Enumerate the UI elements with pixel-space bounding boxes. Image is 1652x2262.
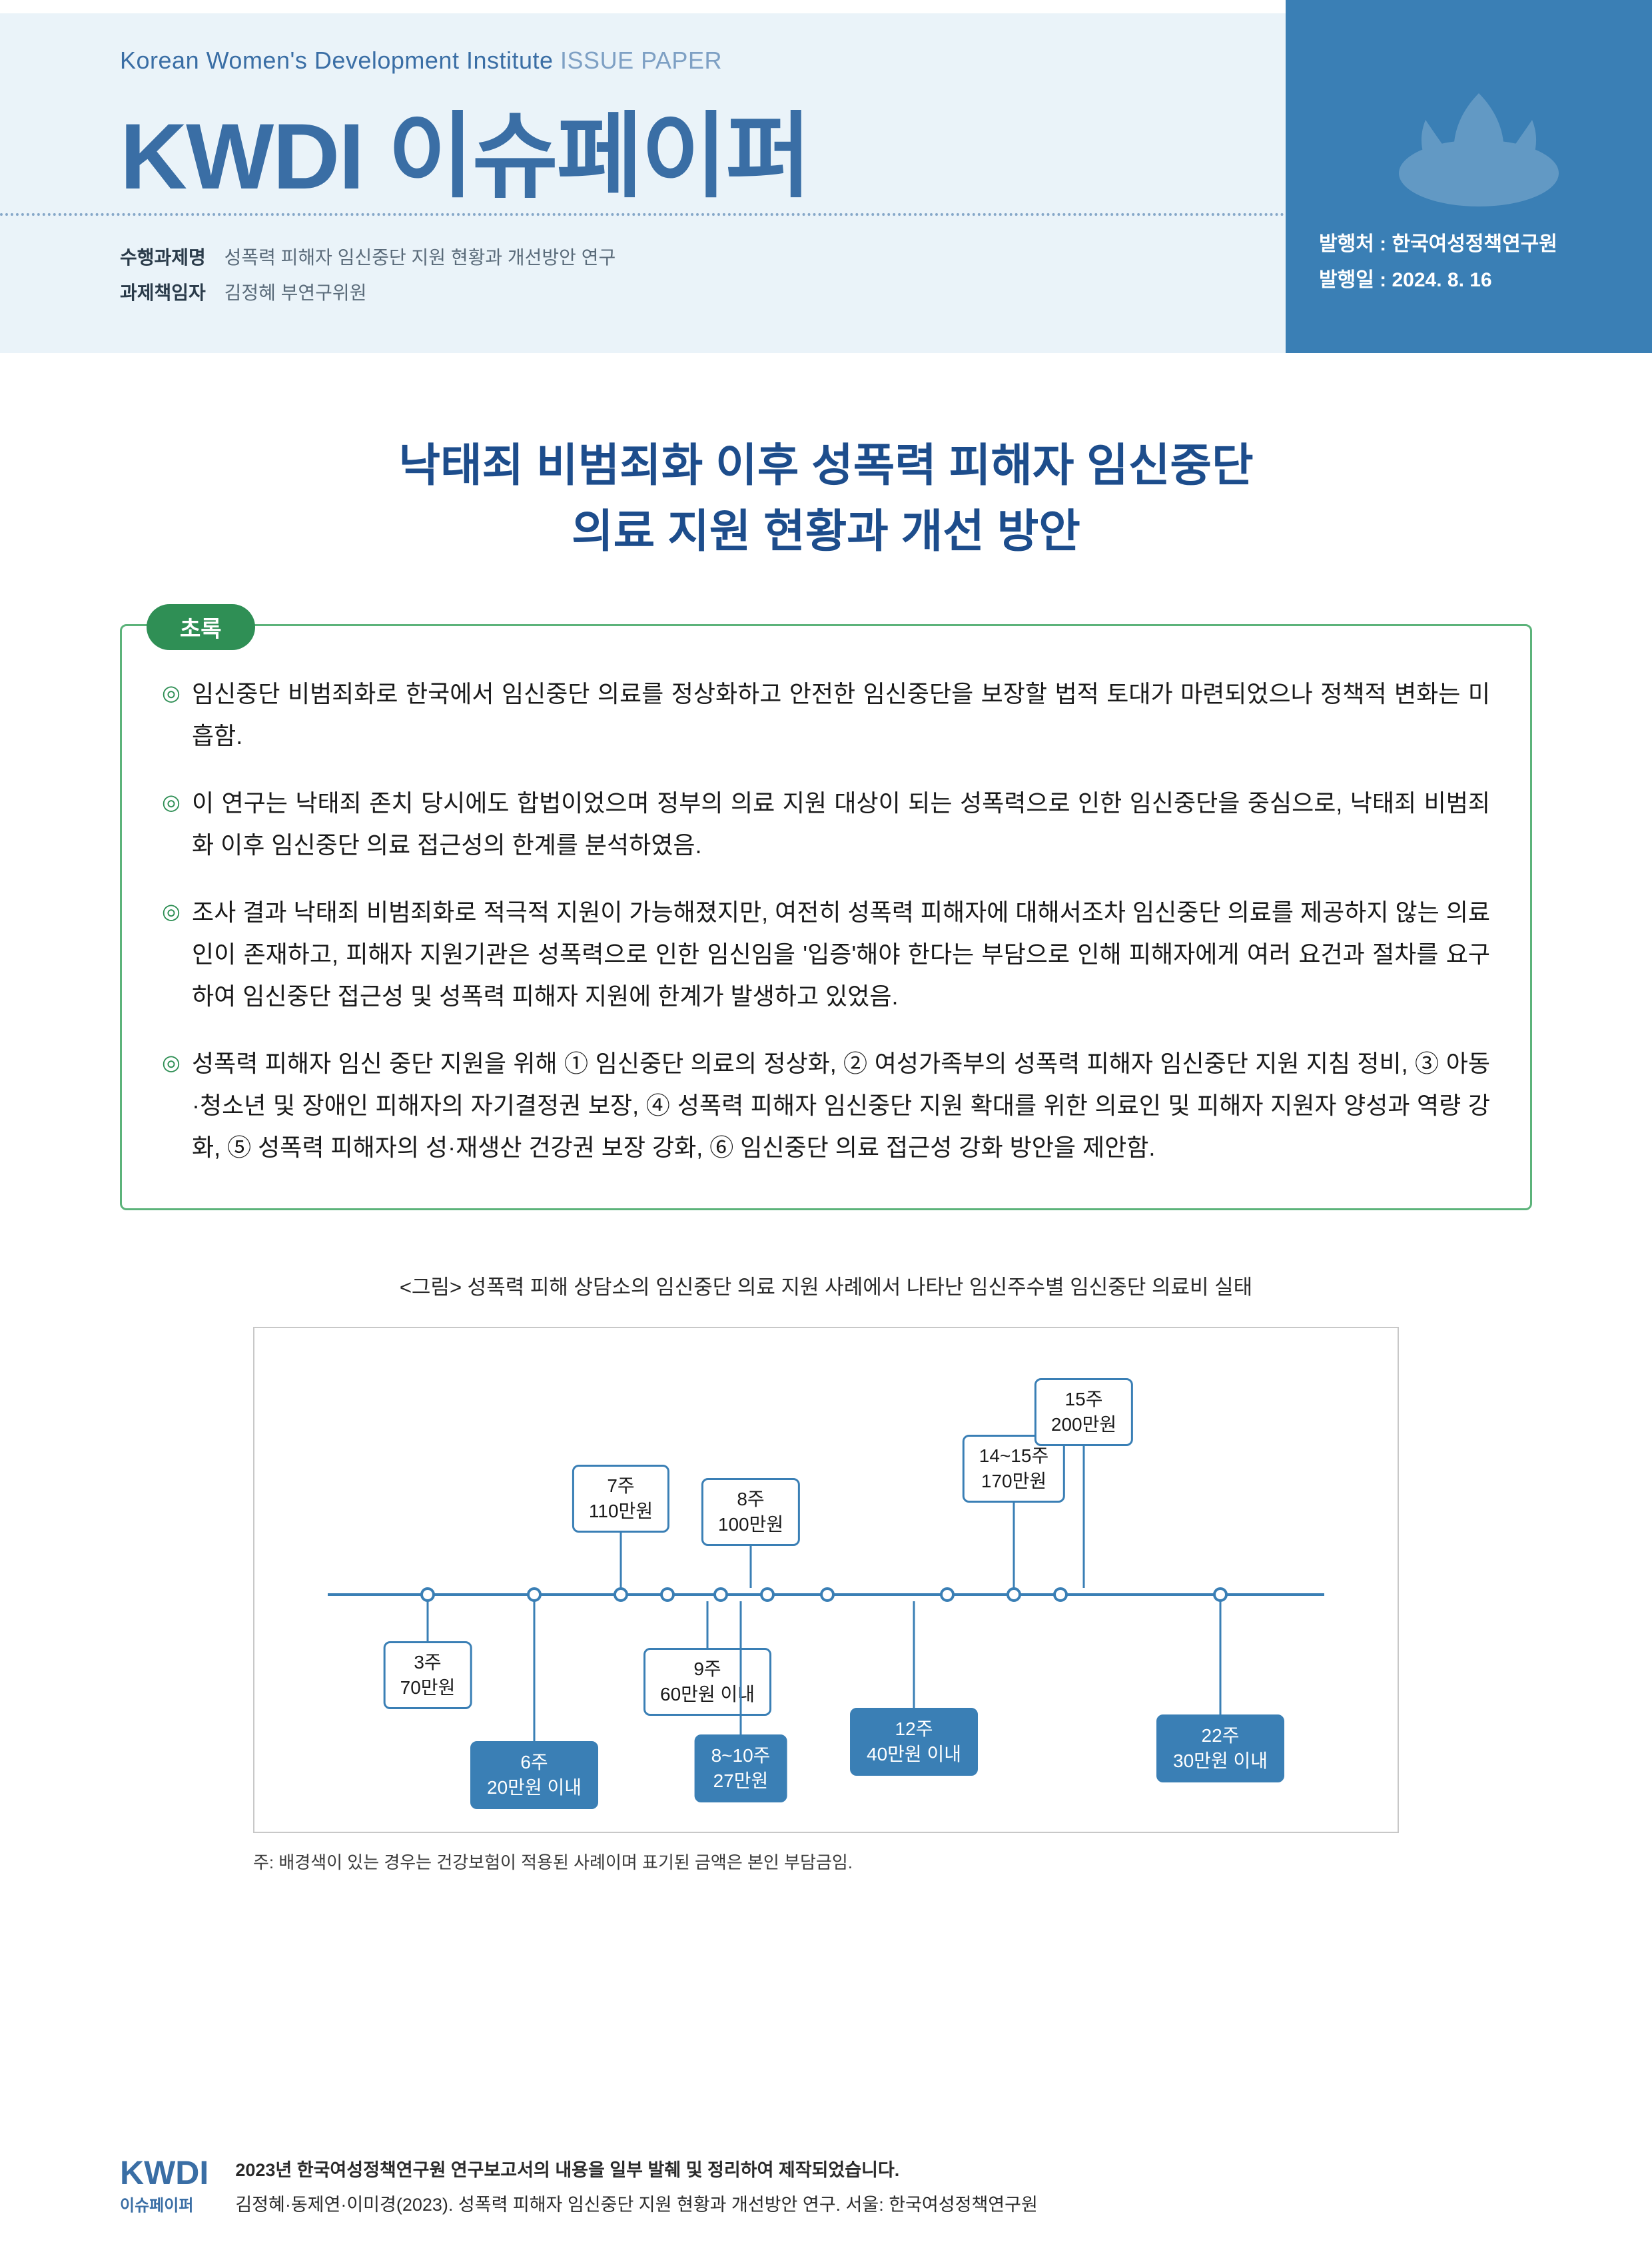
abstract-item: 조사 결과 낙태죄 비범죄화로 적극적 지원이 가능해졌지만, 여전히 성폭력 … <box>162 891 1490 1017</box>
chart-point <box>660 1587 675 1602</box>
project-row: 수행과제명 성폭력 피해자 임신중단 지원 현황과 개선방안 연구 <box>120 240 616 275</box>
eng-subtitle-bold: Korean Women's Development Institute <box>120 47 554 74</box>
chart-leader <box>913 1601 915 1708</box>
manager-row: 과제책임자 김정혜 부연구위원 <box>120 275 616 310</box>
chart-label-line1: 8~10주 <box>711 1743 771 1768</box>
publisher-label: 발행처 : <box>1319 233 1386 255</box>
pubdate-label: 발행일 : <box>1319 269 1386 291</box>
manager-value: 김정혜 부연구위원 <box>224 282 367 303</box>
chart-point <box>820 1587 835 1602</box>
title-line1: 낙태죄 비범죄화 이후 성폭력 피해자 임신중단 <box>398 440 1253 491</box>
abstract-item: 성폭력 피해자 임신 중단 지원을 위해 ① 임신중단 의료의 정상화, ② 여… <box>162 1042 1490 1168</box>
project-value: 성폭력 피해자 임신중단 지원 현황과 개선방안 연구 <box>224 247 616 268</box>
chart-label-line2: 170만원 <box>979 1469 1048 1494</box>
chart-label-line2: 110만원 <box>589 1499 653 1524</box>
main-content: 낙태죄 비범죄화 이후 성폭력 피해자 임신중단 의료 지원 현황과 개선 방안… <box>0 353 1652 1874</box>
footer-logo-big: KWDI <box>120 2153 208 2192</box>
chart-point <box>1213 1587 1228 1602</box>
chart-label-box: 7주110만원 <box>572 1465 669 1533</box>
header-content: Korean Women's Development Institute ISS… <box>120 47 810 216</box>
chart-label-line1: 14~15주 <box>979 1443 1048 1469</box>
chart-label-line2: 27만원 <box>711 1768 771 1794</box>
project-label: 수행과제명 <box>120 247 206 268</box>
abstract-list: 임신중단 비범죄화로 한국에서 임신중단 의료를 정상화하고 안전한 임신중단을… <box>162 673 1490 1168</box>
chart-frame: 3주70만원 6주20만원 이내 7주110만원 8주100만원 9주60만원 이내 8~… <box>253 1327 1399 1833</box>
chart-label-line1: 8주 <box>718 1487 783 1512</box>
pubdate-value: 2024. 8. 16 <box>1392 269 1491 291</box>
chart-label-box: 3주70만원 <box>384 1641 472 1709</box>
chart-leader <box>1220 1601 1222 1714</box>
abstract-item: 임신중단 비범죄화로 한국에서 임신중단 의료를 정상화하고 안전한 임신중단을… <box>162 673 1490 757</box>
chart-label-box: 8~10주27만원 <box>695 1734 787 1802</box>
chart-point <box>527 1587 542 1602</box>
footer-text: 2023년 한국여성정책연구원 연구보고서의 내용을 일부 발췌 및 정리하여 … <box>235 2153 1038 2222</box>
chart-leader <box>534 1601 536 1741</box>
abstract-section: 초록 임신중단 비범죄화로 한국에서 임신중단 의료를 정상화하고 안전한 임신… <box>120 624 1532 1210</box>
english-subtitle: Korean Women's Development Institute ISS… <box>120 47 810 75</box>
chart-label-line1: 3주 <box>400 1650 456 1675</box>
chart-leader <box>427 1601 429 1641</box>
footer-line1: 2023년 한국여성정책연구원 연구보고서의 내용을 일부 발췌 및 정리하여 … <box>235 2153 1038 2187</box>
chart-label-box: 22주30만원 이내 <box>1156 1714 1284 1782</box>
chart-label-line1: 22주 <box>1173 1723 1268 1748</box>
lotus-watermark-icon <box>1386 87 1572 220</box>
chart-point <box>614 1587 628 1602</box>
chart-leader <box>1083 1435 1085 1588</box>
chart-label-box: 12주40만원 이내 <box>850 1708 978 1776</box>
chart-point <box>713 1587 728 1602</box>
chart-label-box: 6주20만원 이내 <box>470 1741 598 1809</box>
abstract-box: 임신중단 비범죄화로 한국에서 임신중단 의료를 정상화하고 안전한 임신중단을… <box>120 624 1532 1210</box>
chart-label-line1: 6주 <box>487 1750 582 1775</box>
chart-label-box: 15주200만원 <box>1034 1378 1133 1446</box>
abstract-item: 이 연구는 낙태죄 존치 당시에도 합법이었으며 정부의 의료 지원 대상이 되… <box>162 782 1490 866</box>
chart-label-line1: 7주 <box>589 1473 653 1499</box>
manager-label: 과제책임자 <box>120 282 206 303</box>
footer-logo-small: 이슈페이퍼 <box>120 2192 208 2215</box>
chart-note: 주: 배경색이 있는 경우는 건강보험이 적용된 사례이며 표기된 금액은 본인… <box>253 1849 1399 1874</box>
chart-point <box>940 1587 955 1602</box>
title-line2: 의료 지원 현황과 개선 방안 <box>572 506 1080 557</box>
chart-point <box>1053 1587 1068 1602</box>
project-meta: 수행과제명 성폭력 피해자 임신중단 지원 현황과 개선방안 연구 과제책임자 … <box>120 240 616 310</box>
chart-leader <box>707 1601 709 1648</box>
publisher-value: 한국여성정책연구원 <box>1392 233 1557 255</box>
footer: KWDI 이슈페이퍼 2023년 한국여성정책연구원 연구보고서의 내용을 일부… <box>120 2153 1532 2222</box>
pubdate-row: 발행일 : 2024. 8. 16 <box>1319 262 1619 298</box>
chart-leader <box>1013 1491 1015 1588</box>
figure-caption: <그림> 성폭력 피해 상담소의 임신중단 의료 지원 사례에서 나타난 임신주… <box>120 1270 1532 1300</box>
chart-point <box>420 1587 435 1602</box>
publisher-row: 발행처 : 한국여성정책연구원 <box>1319 226 1619 262</box>
chart-leader <box>740 1601 742 1734</box>
footer-logo: KWDI 이슈페이퍼 <box>120 2153 208 2215</box>
chart-label-line1: 15주 <box>1051 1387 1116 1412</box>
chart-label-line2: 70만원 <box>400 1675 456 1700</box>
kwdi-logo-title: KWDI 이슈페이퍼 <box>120 81 810 216</box>
chart-point <box>1007 1587 1021 1602</box>
chart-point <box>760 1587 775 1602</box>
publisher-block: 발행처 : 한국여성정책연구원 발행일 : 2024. 8. 16 <box>1286 0 1652 353</box>
chart-label-line2: 20만원 이내 <box>487 1775 582 1800</box>
footer-line2: 김정혜·동제연·이미경(2023). 성폭력 피해자 임신중단 지원 현황과 개… <box>235 2188 1038 2222</box>
chart-label-box: 8주100만원 <box>701 1478 800 1546</box>
chart-label-box: 9주60만원 이내 <box>643 1648 771 1716</box>
abstract-tag: 초록 <box>147 604 255 650</box>
chart-label-line2: 200만원 <box>1051 1412 1116 1437</box>
chart-label-line2: 30만원 이내 <box>1173 1748 1268 1774</box>
header-band: Korean Women's Development Institute ISS… <box>0 0 1652 353</box>
chart-label-line2: 40만원 이내 <box>867 1742 961 1767</box>
paper-title: 낙태죄 비범죄화 이후 성폭력 피해자 임신중단 의료 지원 현황과 개선 방안 <box>120 433 1532 564</box>
chart-label-line2: 100만원 <box>718 1512 783 1537</box>
chart-label-line1: 12주 <box>867 1716 961 1742</box>
eng-subtitle-light: ISSUE PAPER <box>560 47 722 74</box>
